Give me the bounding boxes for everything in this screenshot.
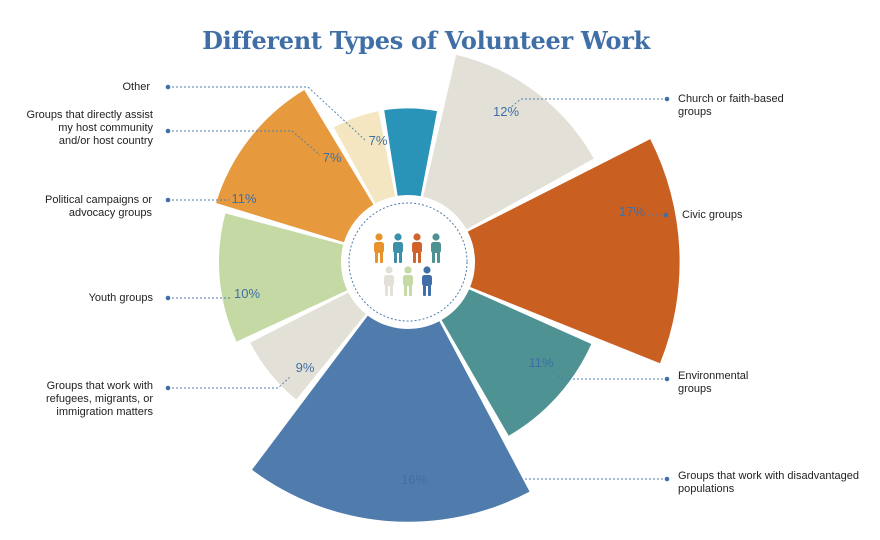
category-label-5: Groups that work with refugees, migrants,…: [46, 380, 153, 418]
leader-dot-6: [165, 295, 171, 301]
slice-6: [219, 213, 348, 342]
leader-dot-8: [165, 128, 171, 134]
slices-group: [216, 54, 680, 522]
slice-1: [423, 54, 594, 230]
category-label-1: Church or faith-based groups: [678, 93, 784, 118]
slice-3: [441, 289, 592, 436]
leader-line-8: [168, 130, 321, 156]
percent-label-4: 16%: [401, 472, 427, 487]
percent-labels-group: 12% 17% 11% 16% 9% 10% 11% 7% 7%: [231, 104, 645, 487]
center-hub: [343, 197, 473, 327]
center-dashed-ring: [348, 202, 468, 322]
percent-label-5: 9%: [296, 360, 315, 375]
leader-line-1: [509, 98, 667, 109]
person-figure-5: [384, 266, 394, 296]
category-label-9: Other: [122, 81, 150, 93]
slice-7: [216, 90, 374, 243]
leader-dot-2: [663, 212, 669, 218]
person-figure-4: [431, 233, 441, 263]
leader-dot-4: [664, 476, 670, 482]
slice-8: [333, 111, 396, 204]
percent-label-7: 11%: [231, 191, 256, 206]
category-label-4: Groups that work with disadvantaged popul…: [678, 470, 859, 495]
leader-dot-7: [165, 197, 171, 203]
leader-lines-group: [165, 84, 670, 482]
person-figure-3: [412, 233, 422, 263]
person-figure-7: [422, 266, 432, 296]
chart-title: Different Types of Volunteer Work: [202, 26, 650, 55]
category-label-8: Groups that directly assist my host commu…: [26, 109, 153, 147]
percent-label-1: 12%: [493, 104, 519, 119]
leader-line-5: [168, 376, 291, 389]
percent-label-3: 11%: [528, 355, 553, 370]
percent-label-6: 10%: [234, 286, 260, 301]
person-figure-6: [403, 266, 413, 296]
category-label-7: Political campaigns or advocacy groups: [45, 194, 152, 219]
center-circle: [343, 197, 473, 327]
percent-label-2: 17%: [619, 204, 645, 219]
leader-line-9: [168, 86, 366, 141]
person-figure-2: [393, 233, 403, 263]
leader-dot-3: [664, 376, 670, 382]
people-icon: [374, 233, 441, 296]
slice-9: [384, 108, 438, 197]
leader-dot-5: [165, 385, 171, 391]
slice-2: [467, 139, 680, 364]
slice-5: [250, 292, 366, 400]
percent-label-9: 7%: [369, 133, 388, 148]
slice-4: [252, 315, 530, 522]
leader-line-3: [551, 370, 667, 380]
leader-dot-9: [165, 84, 171, 90]
category-labels-group: Church or faith-based groups Civic groups E…: [26, 81, 859, 495]
person-figure-1: [374, 233, 384, 263]
leader-dot-1: [664, 96, 670, 102]
category-label-6: Youth groups: [89, 292, 154, 304]
category-label-2: Civic groups: [682, 209, 743, 221]
percent-label-8: 7%: [323, 150, 342, 165]
category-label-3: Environmental groups: [678, 370, 748, 395]
